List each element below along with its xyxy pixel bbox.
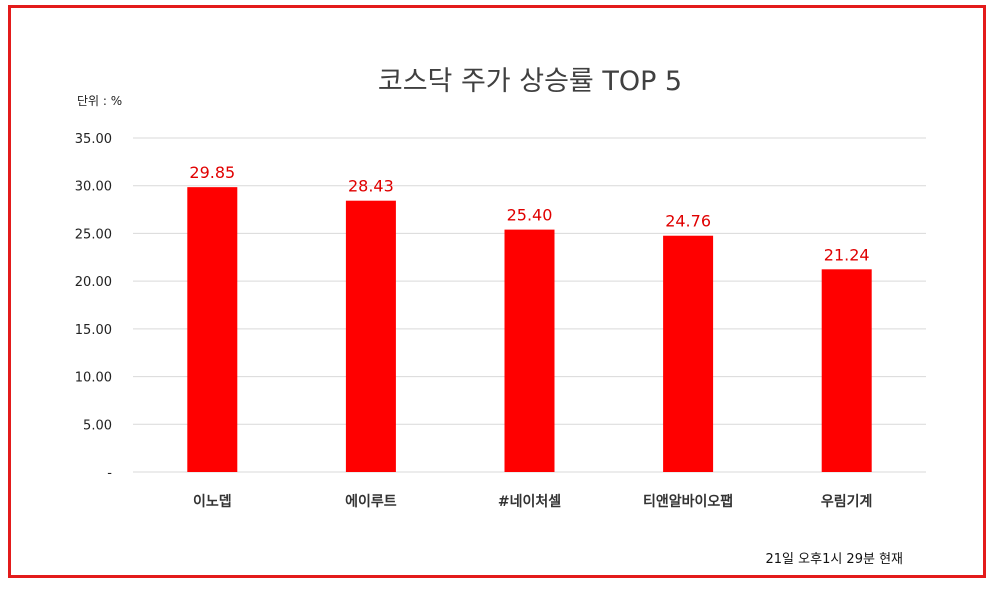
bar — [187, 187, 238, 472]
y-tick-label: - — [107, 466, 112, 481]
data-labels: 29.85 28.43 25.40 24.76 21.24 — [189, 163, 869, 264]
category-label: 에이루트 — [345, 493, 397, 510]
category-label: 우림기계 — [821, 494, 873, 510]
bar — [821, 269, 872, 472]
y-tick-label: 15.00 — [75, 323, 112, 338]
category-label: 이노뎁 — [193, 493, 232, 510]
y-axis-ticks: - 5.00 10.00 15.00 20.00 25.00 30.00 35.00 — [75, 132, 113, 481]
bar — [663, 235, 714, 472]
x-axis-categories: 이노뎁 에이루트 #네이처셀 티앤알바이오팹 우림기계 — [193, 493, 872, 510]
data-label: 21.24 — [824, 245, 870, 264]
y-tick-label: 20.00 — [75, 275, 112, 290]
data-label: 25.40 — [507, 206, 553, 225]
y-tick-label: 25.00 — [75, 227, 112, 242]
y-tick-label: 10.00 — [75, 371, 112, 386]
category-label: 티앤알바이오팹 — [643, 493, 733, 510]
timestamp-footnote: 21일 오후1시 29분 현재 — [766, 552, 903, 567]
chart-title: 코스닥 주가 상승률 TOP 5 — [378, 66, 682, 97]
bars — [187, 187, 872, 472]
bar — [504, 229, 555, 472]
y-tick-label: 30.00 — [75, 180, 112, 195]
category-label: #네이처셀 — [498, 493, 561, 510]
data-label: 28.43 — [348, 177, 394, 196]
data-label: 29.85 — [189, 163, 235, 182]
y-tick-label: 5.00 — [83, 418, 112, 433]
y-tick-label: 35.00 — [75, 132, 112, 147]
unit-label: 단위 : % — [77, 94, 122, 108]
bar — [345, 200, 396, 472]
data-label: 24.76 — [665, 212, 711, 231]
